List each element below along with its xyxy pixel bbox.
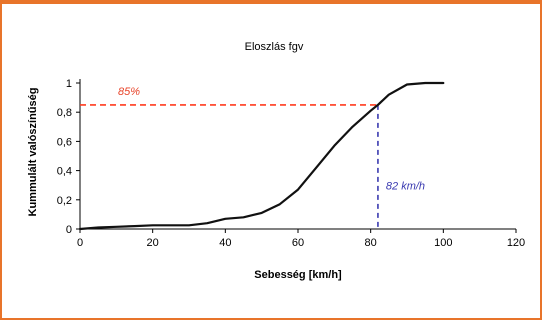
annotation-85-percent: 85% (118, 86, 140, 98)
y-tick-label: 0 (66, 224, 72, 236)
x-axis-title: Sebesség [km/h] (254, 269, 342, 281)
x-tick-label: 60 (292, 237, 304, 249)
cumulative-distribution-line (78, 81, 445, 231)
annotation-82-kmh: 82 km/h (386, 181, 425, 193)
y-tick-label: 0,2 (57, 195, 72, 207)
reference-lines (80, 104, 379, 229)
x-tick-label: 40 (219, 237, 231, 249)
x-tick-labels: 0 20 40 60 80 100 120 (77, 237, 525, 249)
x-tick-label: 0 (77, 237, 83, 249)
y-tick-label: 0,6 (57, 136, 72, 148)
y-axis-title: Kummulált valószínűség (27, 88, 39, 217)
x-tick-label: 100 (434, 237, 452, 249)
y-tick-label: 0,4 (57, 166, 72, 178)
y-tick-labels: 0 0,2 0,4 0,6 0,8 1 (57, 78, 72, 236)
x-tick-label: 20 (147, 237, 159, 249)
x-tick-label: 80 (365, 237, 377, 249)
series-layer (78, 81, 445, 231)
y-tick-label: 1 (66, 78, 72, 90)
axes (76, 79, 517, 233)
x-tick-label: 120 (507, 237, 525, 249)
y-tick-label: 0,8 (57, 107, 72, 119)
chart-title: Eloszlás fgv (245, 41, 304, 53)
